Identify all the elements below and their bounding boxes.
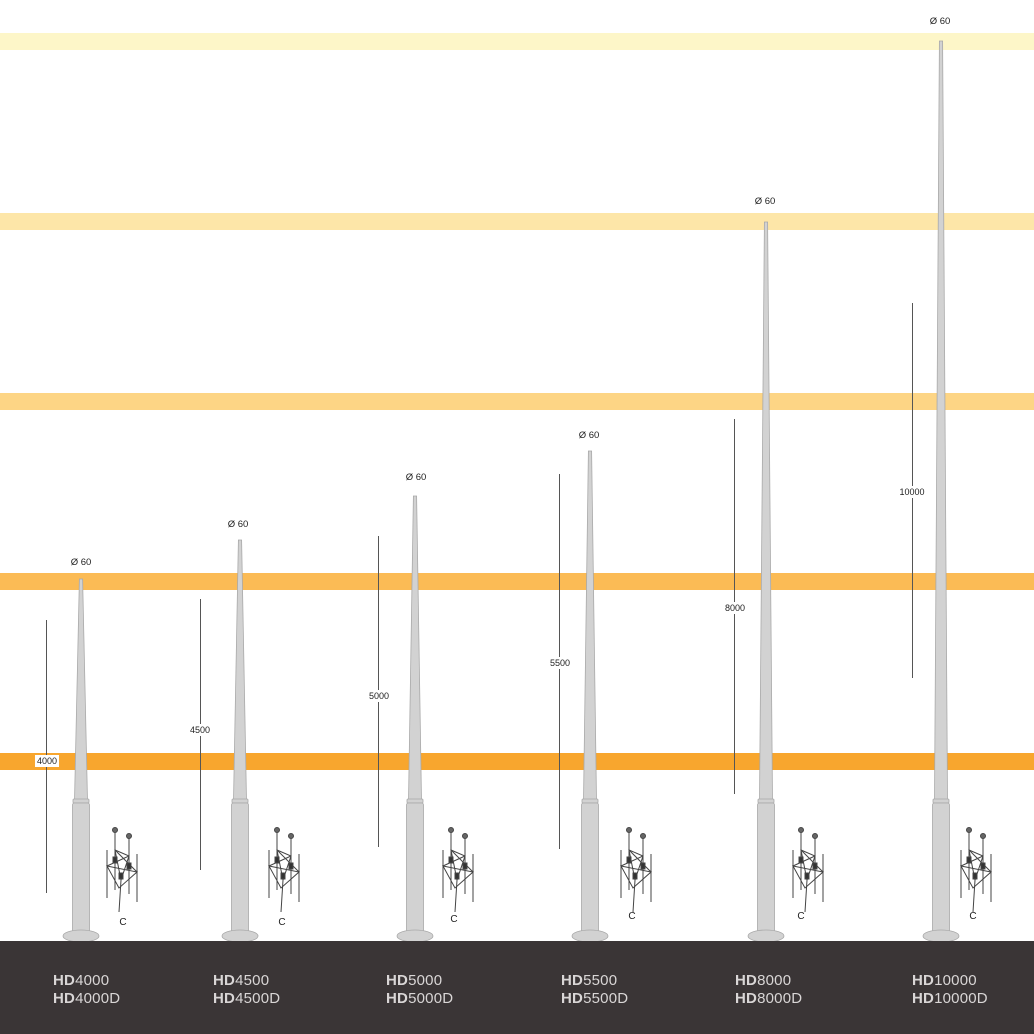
- diameter-label: Ø 60: [754, 196, 776, 207]
- model-name: HD5000 HD5000D: [386, 972, 454, 1007]
- foundation-cage-label: C: [797, 911, 805, 922]
- model-name: HD4500 HD4500D: [213, 972, 281, 1007]
- pole-collar: [231, 798, 249, 804]
- pole: [747, 221, 785, 943]
- diameter-label: Ø 60: [578, 430, 600, 441]
- pole-shaft: [759, 221, 773, 802]
- model-name: HD4000 HD4000D: [53, 972, 121, 1007]
- pole-base-sleeve: [581, 802, 599, 934]
- foundation-cage-icon: [268, 827, 301, 913]
- height-label: 5000: [366, 690, 392, 702]
- pole-shaft: [583, 450, 597, 802]
- diameter-label: Ø 60: [70, 557, 92, 568]
- foundation-cage-label: C: [119, 917, 127, 928]
- pole-collar: [72, 798, 90, 804]
- pole-collar: [757, 798, 775, 804]
- pole-shaft: [408, 495, 422, 802]
- diameter-label: Ø 60: [929, 16, 951, 27]
- pole: [571, 450, 609, 943]
- pole-base-sleeve: [231, 802, 249, 934]
- model-name: HD5500 HD5500D: [561, 972, 629, 1007]
- pole: [221, 539, 259, 943]
- pole: [396, 495, 434, 943]
- height-band-1: [0, 33, 1034, 50]
- height-label: 4000: [34, 755, 60, 767]
- pole-collar: [932, 798, 950, 804]
- foundation-cage-icon: [960, 827, 993, 913]
- height-band-2: [0, 213, 1034, 230]
- pole-shaft: [233, 539, 247, 802]
- height-band-3: [0, 393, 1034, 410]
- pole-base-sleeve: [406, 802, 424, 934]
- pole-shaft: [934, 40, 948, 802]
- foundation-cage-label: C: [628, 911, 636, 922]
- pole-shaft: [74, 578, 88, 802]
- diameter-label: Ø 60: [227, 519, 249, 530]
- pole-collar: [406, 798, 424, 804]
- pole-base-sleeve: [72, 802, 90, 934]
- pole: [922, 40, 960, 943]
- foundation-cage-icon: [792, 827, 825, 913]
- foundation-cage-label: C: [969, 911, 977, 922]
- pole: [62, 578, 100, 943]
- height-label: 8000: [722, 602, 748, 614]
- foundation-cage-icon: [442, 827, 475, 913]
- pole-base-sleeve: [932, 802, 950, 934]
- foundation-cage-icon: [620, 827, 653, 913]
- height-label: 10000: [897, 486, 927, 498]
- height-label: 4500: [187, 724, 213, 736]
- height-label: 5500: [547, 657, 573, 669]
- foundation-cage-label: C: [278, 917, 286, 928]
- foundation-cage-icon: [106, 827, 139, 913]
- model-footer: [0, 941, 1034, 1034]
- model-name: HD8000 HD8000D: [735, 972, 803, 1007]
- model-name: HD10000 HD10000D: [912, 972, 988, 1007]
- pole-base-sleeve: [757, 802, 775, 934]
- pole-collar: [581, 798, 599, 804]
- diameter-label: Ø 60: [405, 472, 427, 483]
- height-band-4: [0, 573, 1034, 590]
- height-band-5: [0, 753, 1034, 770]
- foundation-cage-label: C: [450, 914, 458, 925]
